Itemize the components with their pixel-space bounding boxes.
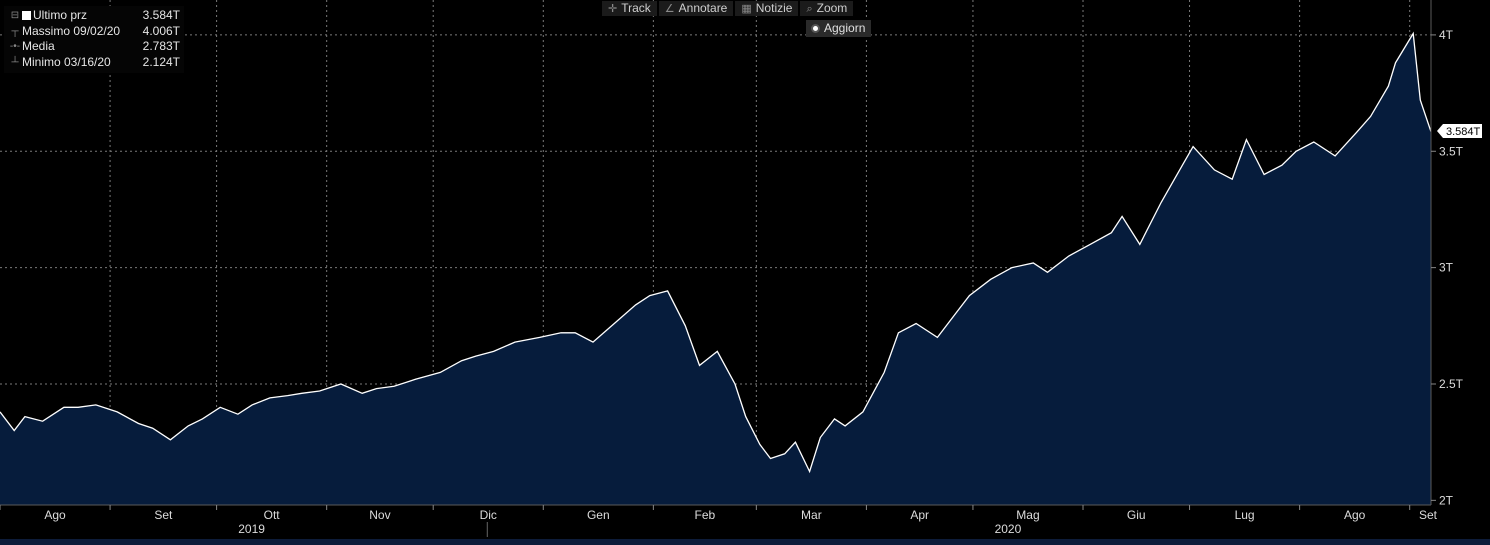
legend-high-value: 4.006T [142,23,180,38]
refresh-radio-icon [811,24,820,33]
legend-row-high[interactable]: ┬ Massimo 09/02/20 4.006T [8,24,180,40]
annotate-button[interactable]: ∠ Annotare [658,1,734,16]
legend-high-label: Massimo 09/02/20 [22,23,121,38]
legend-average-label: Media [22,39,55,53]
legend-row-average[interactable]: -•- Media 2.783T [8,39,180,55]
x-tick-label: Dic [480,508,497,522]
track-label: Track [621,1,651,15]
y-tick-label: 3T [1439,261,1454,275]
collapse-icon[interactable]: ⊟ [10,10,20,21]
refresh-button[interactable]: Aggiorn [806,20,872,37]
legend-low-value: 2.124T [142,54,180,69]
news-icon: ▦ [741,3,752,15]
x-tick-label: Feb [695,508,716,522]
zoom-label: Zoom [816,1,848,15]
x-tick-label: Gen [587,508,610,522]
x-tick-label: Set [1419,508,1438,522]
news-button[interactable]: ▦ Notizie [735,1,799,16]
y-axis: 2T 2.5T 3T 3.5T 4T [1431,28,1464,507]
x-tick-label: Ago [1344,508,1366,522]
last-value-tag: 3.584T [1437,124,1482,138]
bottom-strip [0,539,1490,545]
legend-low-label: Minimo 03/16/20 [22,54,111,69]
x-tick-label: Nov [369,508,390,522]
year-label: 2019 [238,522,265,536]
legend-last-label: Ultimo prz [33,8,88,22]
zoom-button[interactable]: ⌕ Zoom [800,1,854,16]
y-tick-label: 4T [1439,28,1454,42]
x-tick-label: Giu [1127,508,1146,522]
annotate-label: Annotare [678,1,728,15]
x-tick-label: Lug [1235,508,1255,522]
x-axis: Ago Set Ott Nov Dic Gen Feb Mar Apr Mag Giu Lug Ago S… [0,505,1438,537]
chart-toolbar: ✛ Track ∠ Annotare ▦ Notizie ⌕ Zoom [602,1,854,16]
price-line [0,31,1432,474]
legend-row-last[interactable]: ⊟ Ultimo prz 3.584T [8,8,180,24]
high-marker-icon: ┬ [11,25,19,37]
zoom-icon: ⌕ [806,3,813,15]
legend-last-value: 3.584T [142,8,180,22]
pencil-icon: ∠ [664,3,675,15]
y-tick-label: 3.5T [1439,144,1464,158]
price-area-fill [0,33,1431,505]
refresh-label: Aggiorn [824,21,866,35]
series-swatch-icon [22,11,31,20]
average-marker-icon: -•- [9,41,21,52]
x-tick-label: Set [154,508,173,522]
track-button[interactable]: ✛ Track [602,1,657,16]
legend-row-low[interactable]: ┴ Minimo 03/16/20 2.124T [8,55,180,71]
crosshair-icon: ✛ [608,3,618,15]
low-marker-icon: ┴ [11,56,19,68]
y-tick-label: 2.5T [1439,377,1464,391]
x-tick-label: Ott [264,508,281,522]
y-tick-label: 2T [1439,493,1454,507]
x-tick-label: Mar [801,508,822,522]
x-tick-label: Apr [910,508,929,522]
legend-panel: ⊟ Ultimo prz 3.584T ┬ Massimo 09/02/20 4… [4,6,184,73]
year-label: 2020 [995,522,1022,536]
legend-average-value: 2.783T [142,39,180,53]
x-tick-label: Ago [44,508,66,522]
news-label: Notizie [755,1,793,15]
last-value-label: 3.584T [1446,126,1481,138]
x-tick-label: Mag [1016,508,1039,522]
